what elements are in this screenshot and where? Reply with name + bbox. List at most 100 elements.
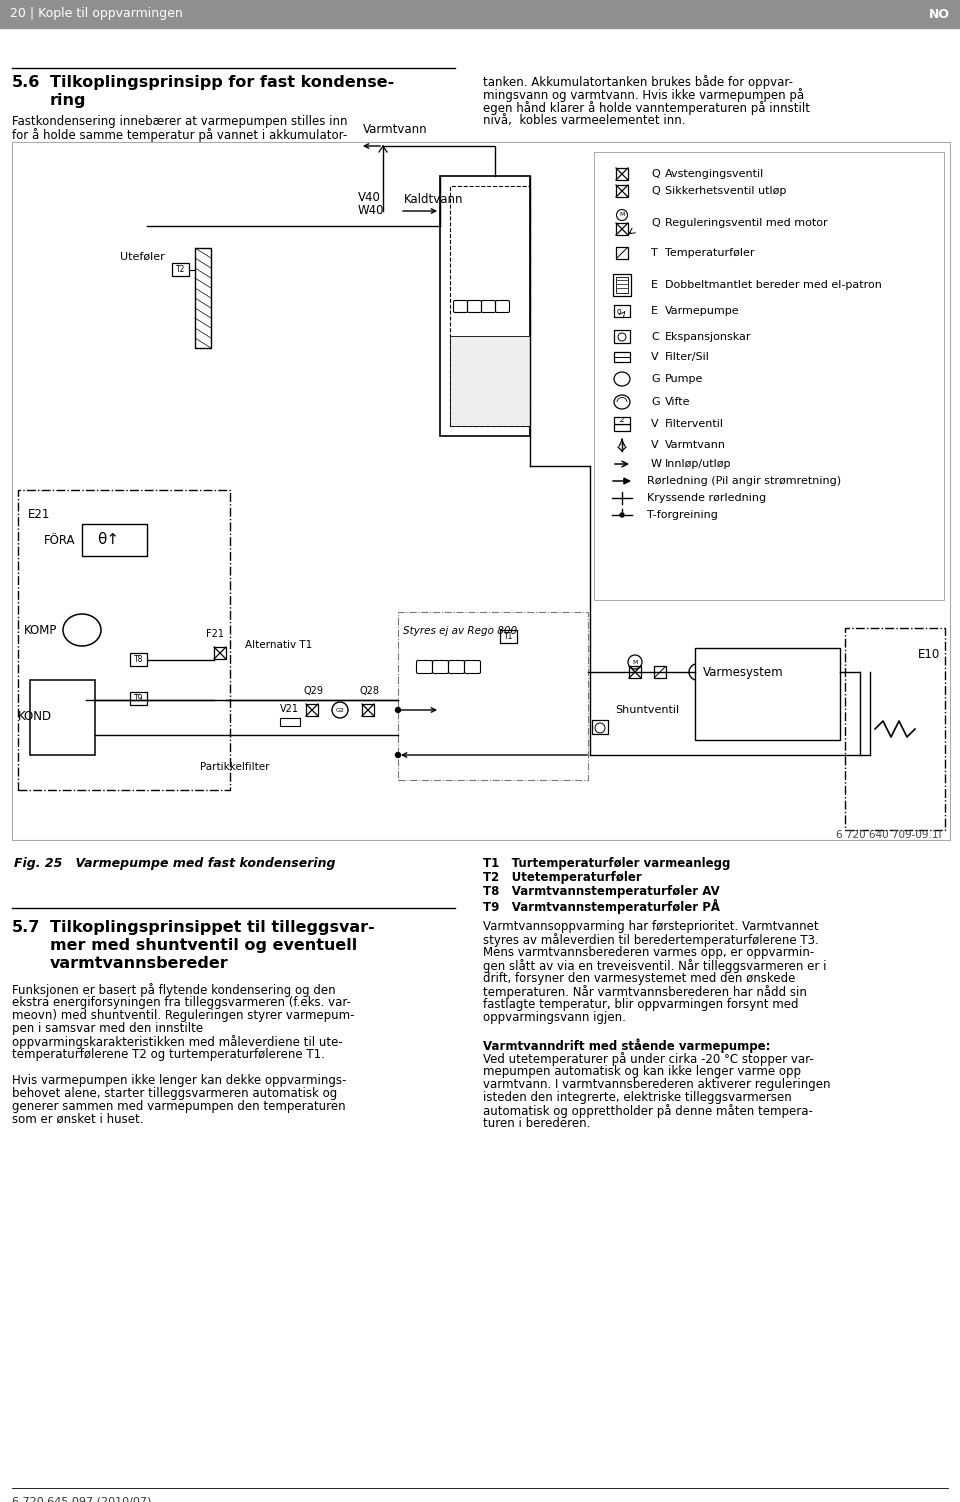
Text: V21: V21 [280,704,299,713]
Bar [654,665,666,677]
Text: E21: E21 [28,508,50,521]
Bar [614,305,630,317]
Text: E10: E10 [918,647,940,661]
Text: for å holde samme temperatur på vannet i akkumulator-: for å holde samme temperatur på vannet i… [12,128,348,143]
Bar [280,718,300,725]
Bar [614,418,630,424]
Bar [130,653,147,665]
Bar [82,524,147,556]
Text: Varmesystem: Varmesystem [703,665,783,679]
Text: V: V [651,419,659,430]
Text: V: V [651,440,659,451]
Bar [500,629,517,643]
Text: T2: T2 [176,264,185,273]
Text: Ekspansjonskar: Ekspansjonskar [665,332,752,342]
Bar [450,336,530,427]
Text: ring: ring [50,93,86,108]
Text: 5.6: 5.6 [12,75,40,90]
Text: NO: NO [929,8,950,21]
Text: Q: Q [651,186,660,195]
Bar [616,222,628,234]
Text: Varmtvanndrift med stående varmepumpe:: Varmtvanndrift med stående varmepumpe: [483,1038,771,1053]
Text: generer sammen med varmepumpen den temperaturen: generer sammen med varmepumpen den tempe… [12,1099,346,1113]
Text: nivå,  kobles varmeelementet inn.: nivå, kobles varmeelementet inn. [483,114,685,128]
Bar [616,276,628,293]
Bar [440,176,530,436]
Text: W40: W40 [358,204,385,216]
Text: 6 720 645 097 (2010/07): 6 720 645 097 (2010/07) [12,1496,152,1502]
Bar [592,719,608,734]
Bar [0,0,960,29]
Bar [616,185,628,197]
Text: KOMP: KOMP [24,623,58,637]
Text: Shuntventil: Shuntventil [615,704,679,715]
Bar [614,330,630,342]
Text: G: G [651,374,660,385]
Text: M: M [633,659,637,664]
Text: Hvis varmepumpen ikke lenger kan dekke oppvarmings-: Hvis varmepumpen ikke lenger kan dekke o… [12,1074,347,1087]
Text: Q: Q [651,170,660,179]
Text: ekstra energiforsyningen fra tilleggsvarmeren (f.eks. var-: ekstra energiforsyningen fra tilleggsvar… [12,996,351,1009]
Text: 6 720 640 709-09.1I: 6 720 640 709-09.1I [836,831,942,840]
Text: T8: T8 [133,655,143,664]
Text: Fastkondensering innebærer at varmepumpen stilles inn: Fastkondensering innebærer at varmepumpe… [12,116,348,128]
Bar [130,692,147,704]
Text: V40: V40 [358,191,381,204]
Text: Partikkelfilter: Partikkelfilter [200,762,270,772]
Bar [629,665,641,677]
Bar [172,263,189,276]
Text: G2: G2 [336,707,345,712]
Text: mingsvann og varmtvann. Hvis ikke varmepumpen på: mingsvann og varmtvann. Hvis ikke varmep… [483,89,804,102]
Text: Q: Q [651,218,660,228]
Text: mer med shuntventil og eventuell: mer med shuntventil og eventuell [50,939,357,952]
Text: fastlagte temperatur, blir oppvarmingen forsynt med: fastlagte temperatur, blir oppvarmingen … [483,997,799,1011]
Text: pen i samsvar med den innstilte: pen i samsvar med den innstilte [12,1021,204,1035]
Text: θ↑: θ↑ [97,533,119,548]
Bar [306,704,318,716]
Text: Varmtvannsoppvarming har førsteprioritet. Varmtvannet: Varmtvannsoppvarming har førsteprioritet… [483,921,819,933]
Bar [614,424,630,431]
Bar [450,186,530,427]
Text: Z: Z [619,418,624,424]
Text: varmtvannsbereder: varmtvannsbereder [50,955,228,970]
Text: automatisk og opprettholder på denne måten tempera-: automatisk og opprettholder på denne måt… [483,1104,813,1117]
Text: Filterventil: Filterventil [665,419,724,430]
Text: temperaturen. Når varmtvannsberederen har nådd sin: temperaturen. Når varmtvannsberederen ha… [483,985,806,999]
Bar [214,647,226,659]
Text: Temperaturføler: Temperaturføler [665,248,755,258]
Bar [614,351,630,362]
Text: gen slått av via en treveisventil. Når tilleggsvarmeren er i: gen slått av via en treveisventil. Når t… [483,958,827,973]
Bar [12,143,950,840]
Text: drift, forsyner den varmesystemet med den ønskede: drift, forsyner den varmesystemet med de… [483,972,796,985]
Text: T9   Varmtvannstemperaturføler PÅ: T9 Varmtvannstemperaturføler PÅ [483,900,720,915]
Circle shape [396,753,400,757]
Text: 20 | Kople til oppvarmingen: 20 | Kople til oppvarmingen [10,8,182,21]
Text: 5.7: 5.7 [12,921,40,936]
Bar [362,704,374,716]
Bar [616,168,628,180]
Text: Q28: Q28 [360,686,380,695]
Text: Avstengingsventil: Avstengingsventil [665,170,764,179]
Text: T8   Varmtvannstemperaturføler AV: T8 Varmtvannstemperaturføler AV [483,885,720,898]
Text: Ved utetemperaturer på under cirka -20 °C stopper var-: Ved utetemperaturer på under cirka -20 °… [483,1051,814,1066]
Text: temperaturfølerene T2 og turtemperaturfølerene T1.: temperaturfølerene T2 og turtemperaturfø… [12,1048,324,1060]
Text: varmtvann. I varmtvannsberederen aktiverer reguleringen: varmtvann. I varmtvannsberederen aktiver… [483,1078,830,1090]
Text: T-forgreining: T-forgreining [647,511,718,520]
Text: tanken. Akkumulatortanken brukes både for oppvar-: tanken. Akkumulatortanken brukes både fo… [483,75,793,89]
Text: Varmtvann: Varmtvann [363,123,427,137]
Text: egen hånd klarer å holde vanntemperaturen på innstilt: egen hånd klarer å holde vanntemperature… [483,101,810,116]
Text: FÖRA: FÖRA [44,533,76,547]
Text: G: G [651,397,660,407]
Text: Filter/Sil: Filter/Sil [665,351,709,362]
Text: som er ønsket i huset.: som er ønsket i huset. [12,1113,143,1126]
Text: oppvarmingsvann igjen.: oppvarmingsvann igjen. [483,1011,626,1024]
Text: KOND: KOND [18,710,52,724]
Text: Rørledning (Pil angir strømretning): Rørledning (Pil angir strømretning) [647,476,841,487]
Text: Kryssende rørledning: Kryssende rørledning [647,493,766,503]
Text: W: W [651,460,662,469]
Bar [616,246,628,258]
Text: T1: T1 [504,632,514,641]
Bar [30,680,95,756]
Text: M: M [619,212,625,218]
Text: Varmtvann: Varmtvann [665,440,726,451]
